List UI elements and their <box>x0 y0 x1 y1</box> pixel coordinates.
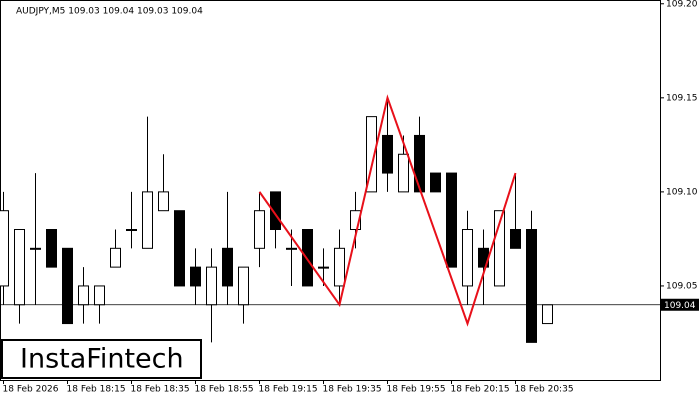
x-tick-label: 18 Feb 18:15 <box>67 385 126 395</box>
pattern-line <box>258 94 517 327</box>
candle-body <box>286 247 297 250</box>
candle-body <box>190 266 201 287</box>
x-tick-label: 18 Feb 20:35 <box>515 385 574 395</box>
candle-body <box>462 229 473 287</box>
candle-body <box>366 116 377 193</box>
candle-body <box>414 134 425 193</box>
candle-body <box>238 266 249 306</box>
chart-title: AUDJPY,M5 109.03 109.04 109.03 109.04 <box>16 7 203 17</box>
candle-body <box>302 229 313 287</box>
y-tick-label: 109.05 <box>666 281 698 291</box>
candle-body <box>158 191 169 212</box>
candle-body <box>46 229 57 268</box>
candle-body <box>318 266 329 269</box>
candle-body <box>542 304 553 325</box>
x-tick-label: 18 Feb 19:15 <box>259 385 318 395</box>
candle-body <box>270 191 281 231</box>
x-tick-label: 18 Feb 18:35 <box>131 385 190 395</box>
candle-body <box>382 134 393 174</box>
candle-body <box>62 247 73 325</box>
candle-body <box>78 285 89 306</box>
last-price-label: 109.04 <box>664 301 696 311</box>
candle-body <box>494 210 505 287</box>
candle-body <box>0 210 9 287</box>
candle-body <box>222 247 233 287</box>
logo-box <box>1 339 202 379</box>
logo: InstaFintech <box>20 344 184 375</box>
candle-body <box>94 285 105 306</box>
candle-body <box>398 153 409 193</box>
candle-body <box>206 266 217 306</box>
candle-body <box>334 247 345 287</box>
candle-body <box>350 210 361 231</box>
candle-body <box>174 210 185 287</box>
x-tick-label: 18 Feb 18:55 <box>195 385 254 395</box>
candle-body <box>526 229 537 343</box>
candle-body <box>446 172 457 268</box>
candle-body <box>254 210 265 249</box>
x-tick-label: 18 Feb 19:55 <box>387 385 446 395</box>
x-tick-label: 18 Feb 20:15 <box>451 385 510 395</box>
x-tick-label: 18 Feb 19:35 <box>323 385 382 395</box>
x-tick-label: 18 Feb 2026 <box>3 385 59 395</box>
candle-body <box>142 191 153 249</box>
candle-body <box>430 172 441 193</box>
candle-body <box>110 247 121 268</box>
candle-body <box>126 229 137 232</box>
candle-body <box>30 247 41 250</box>
candle-body <box>510 229 521 249</box>
candle-body <box>14 229 25 306</box>
last-price-box <box>661 298 699 311</box>
y-tick-label: 109.15 <box>666 93 698 103</box>
y-tick-label: 109.10 <box>666 187 698 197</box>
y-tick-label: 109.20 <box>666 0 698 9</box>
